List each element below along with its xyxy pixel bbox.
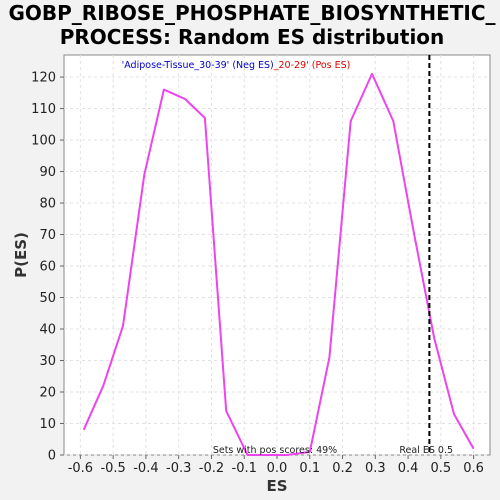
- x-axis-label: ES: [266, 477, 287, 495]
- grid-lines: [64, 55, 490, 456]
- x-tick-label: -0.6: [68, 461, 93, 476]
- pos-scores-text: Sets with pos scores: 49%: [213, 445, 337, 456]
- x-tick-label: -0.3: [166, 461, 191, 476]
- y-tick-label: 40: [39, 323, 56, 338]
- x-tick-label: -0.2: [199, 461, 224, 476]
- x-tick-label: 0.5: [431, 461, 452, 476]
- y-tick-label: 60: [39, 260, 56, 275]
- x-tick-label: 0.1: [299, 461, 320, 476]
- x-tick-label: 0.0: [267, 461, 288, 476]
- legend-pos-es: _20-29' (Pos ES): [273, 60, 351, 71]
- chart-title-line-1: GOBP_RIBOSE_PHOSPHATE_BIOSYNTHETIC_: [8, 1, 495, 25]
- y-tick-label: 10: [39, 417, 56, 432]
- x-tick-label: 0.3: [365, 461, 386, 476]
- x-tick-label: -0.4: [133, 461, 158, 476]
- y-tick-label: 80: [39, 197, 56, 212]
- series-line: [82, 72, 475, 456]
- y-tick-label: 30: [39, 354, 56, 369]
- x-tick-label: 0.4: [398, 461, 419, 476]
- chart-title-line-2: PROCESS: Random ES distribution: [60, 25, 445, 49]
- legend-neg-es: 'Adipose-Tissue_30-39' (Neg ES): [122, 60, 274, 71]
- y-tick-label: 90: [39, 165, 56, 180]
- x-tick-label: 0.6: [463, 461, 484, 476]
- y-tick-label: 70: [39, 228, 56, 243]
- y-axis-label: P(ES): [12, 232, 30, 278]
- x-tick-label: 0.2: [332, 461, 353, 476]
- x-axis-ticks: -0.6 -0.5 -0.4 -0.3 -0.2 -0.1 0.0 0.1 0.2 0.3 0.4 0…: [68, 455, 484, 476]
- y-tick-label: 50: [39, 291, 56, 306]
- y-tick-label: 20: [39, 386, 56, 401]
- legend-text: 'Adipose-Tissue_30-39' (Neg ES)_20-29' (…: [122, 60, 351, 71]
- x-tick-label: -0.1: [232, 461, 257, 476]
- y-tick-label: 0: [48, 449, 56, 464]
- y-axis-ticks: 0 10 20 30 40 50 60 70 80 90 100 110 120: [31, 71, 64, 464]
- y-tick-label: 110: [31, 102, 56, 117]
- real-es-label: Real ES 0.5: [399, 445, 453, 456]
- y-tick-label: 100: [31, 134, 56, 149]
- x-tick-label: -0.5: [100, 461, 125, 476]
- y-tick-label: 120: [31, 71, 56, 86]
